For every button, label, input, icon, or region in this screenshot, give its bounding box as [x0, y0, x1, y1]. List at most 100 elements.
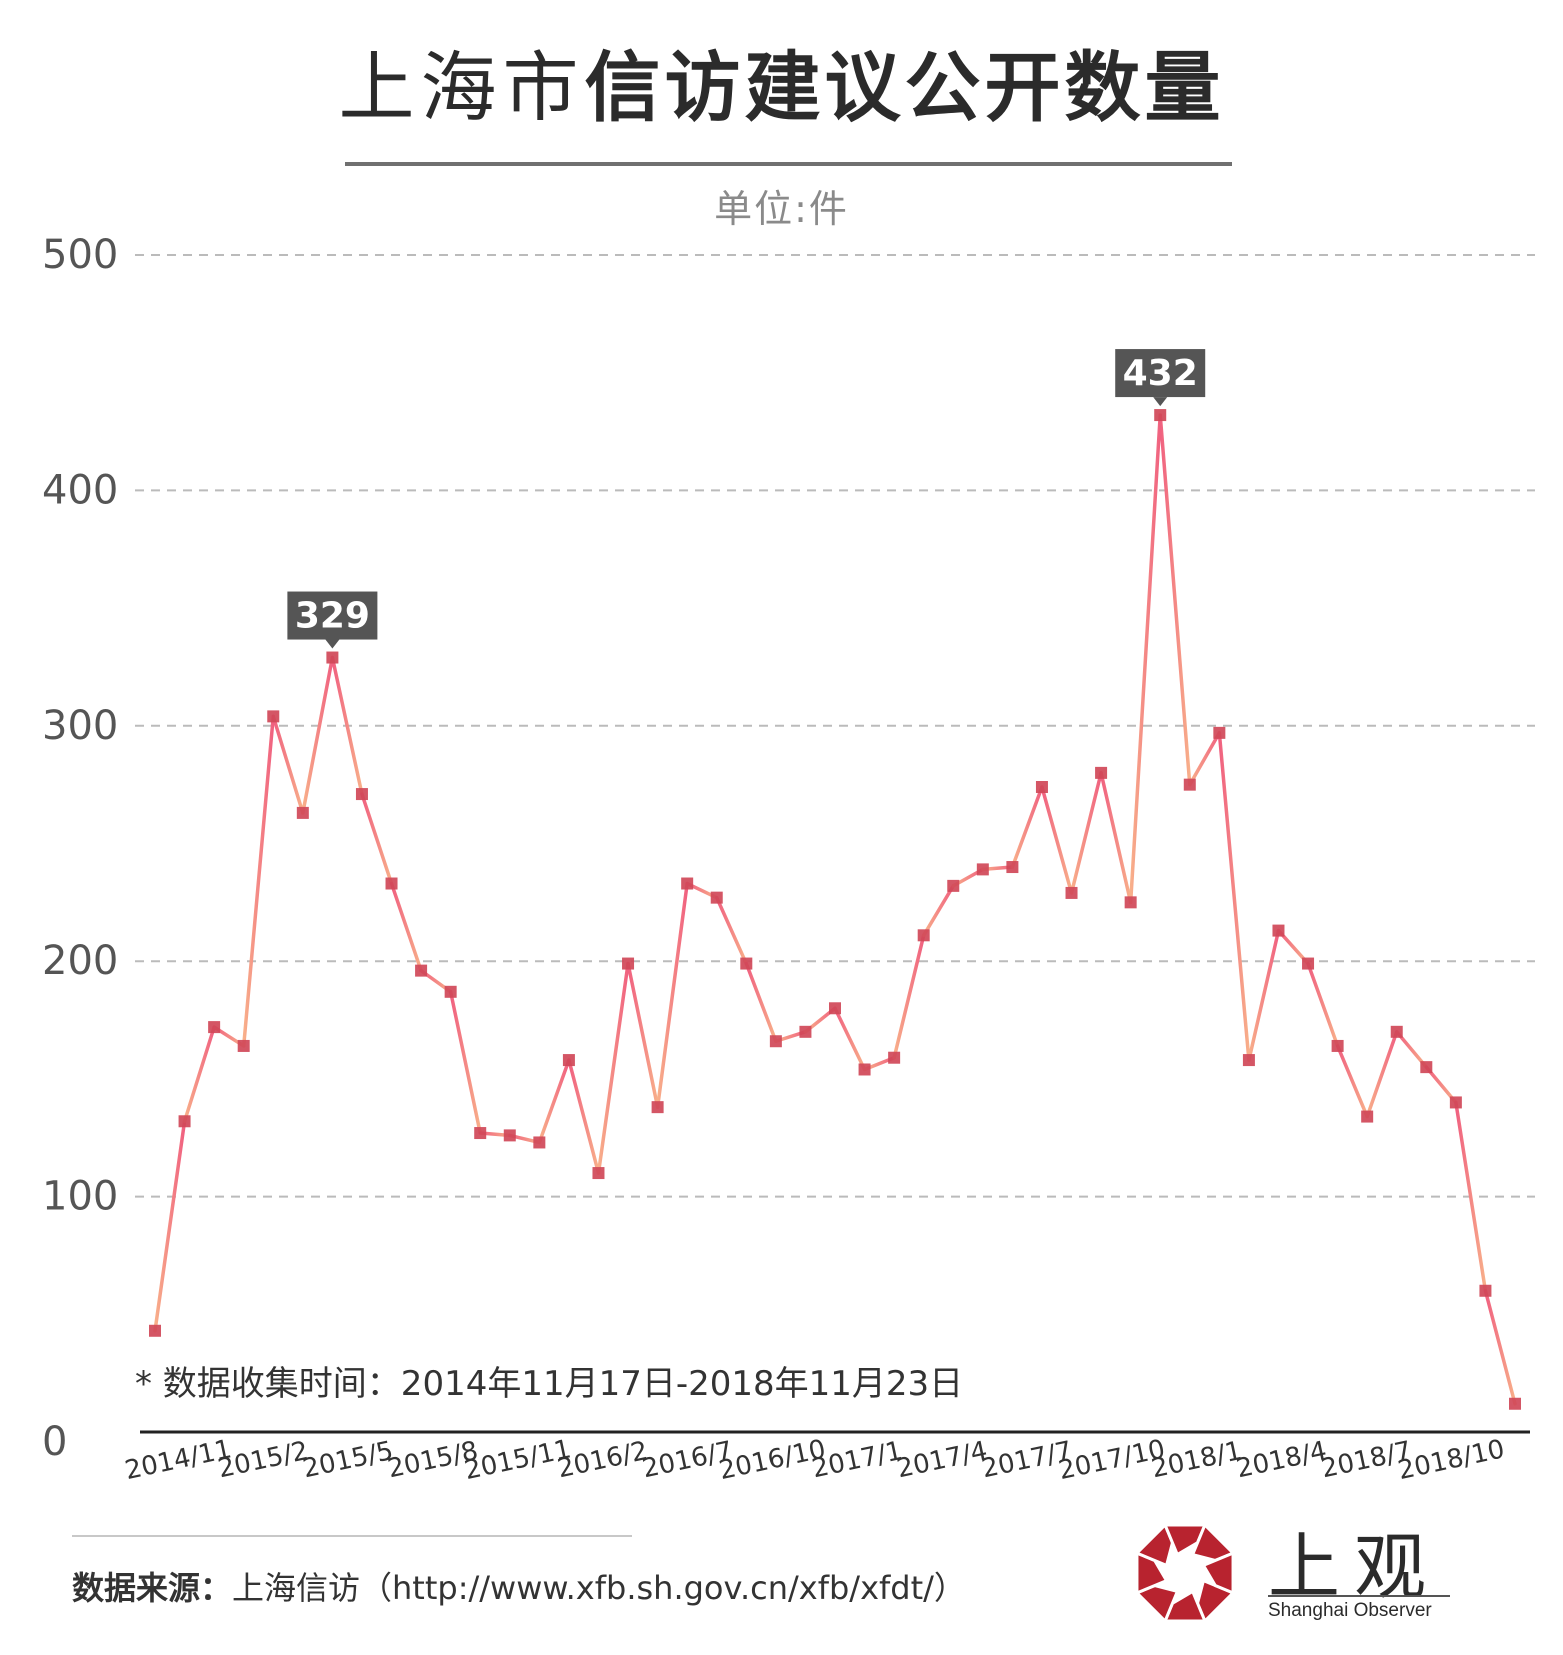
data-point — [769, 1035, 782, 1048]
source-divider — [72, 1535, 632, 1537]
y-tick-label: 500 — [42, 232, 118, 278]
series-segment — [655, 881, 689, 1109]
data-point — [296, 806, 309, 819]
data-point — [799, 1025, 812, 1038]
peak-callouts: 329 432 — [287, 349, 1206, 649]
data-point — [622, 957, 635, 970]
y-tick-label: 400 — [42, 467, 118, 513]
callout-label: 329 — [295, 596, 370, 637]
data-point — [1124, 896, 1137, 909]
series-line — [153, 413, 1517, 1406]
logo-subtitle: Shanghai Observer — [1268, 1600, 1432, 1621]
x-tick-label: 2018/10 — [1395, 1434, 1507, 1486]
data-point — [326, 651, 339, 664]
data-point — [237, 1039, 250, 1052]
data-source-text: 上海信访（http://www.xfb.sh.gov.cn/xfb/xfdt/） — [232, 1569, 966, 1607]
series-segment — [1247, 928, 1281, 1062]
data-point — [976, 863, 989, 876]
data-point — [1035, 781, 1048, 794]
data-point — [829, 1002, 841, 1015]
chart-title-bold: 信访建议公开数量 — [584, 43, 1225, 132]
series-segment — [596, 961, 630, 1175]
series-segment — [301, 655, 335, 815]
data-point — [533, 1136, 546, 1149]
series-segment — [1306, 961, 1340, 1048]
data-point — [178, 1115, 191, 1128]
data-point — [1509, 1397, 1521, 1410]
logo-text: 上观 — [1268, 1525, 1441, 1609]
data-point — [947, 879, 960, 892]
data-point — [740, 957, 753, 970]
y-tick-label: 100 — [42, 1174, 118, 1220]
y-axis: 0 100 200 300 400 500 — [42, 232, 118, 1465]
data-point — [355, 788, 368, 801]
data-point — [651, 1101, 664, 1114]
series-segment — [1040, 785, 1074, 895]
series-segment — [567, 1058, 601, 1175]
chart-title-light: 上海市 — [338, 43, 585, 132]
series-segment — [330, 655, 364, 796]
series-segment — [1365, 1030, 1399, 1119]
data-point — [562, 1054, 575, 1067]
series-segment — [1335, 1044, 1369, 1119]
series-segment — [892, 933, 926, 1060]
data-point — [1095, 766, 1108, 779]
data-point — [1420, 1061, 1433, 1074]
series-segment — [1454, 1100, 1488, 1293]
data-point — [681, 877, 694, 890]
series-segment — [1128, 413, 1162, 905]
data-point — [710, 891, 723, 904]
callout-label: 432 — [1123, 353, 1198, 394]
series-segment — [1069, 771, 1103, 895]
series-segment — [448, 990, 482, 1135]
series-segment — [1010, 785, 1044, 869]
data-point — [149, 1324, 161, 1337]
title-underline — [345, 162, 1232, 166]
series-segment — [1188, 731, 1222, 787]
y-tick-label: 200 — [42, 938, 118, 984]
callout-pointer — [1153, 397, 1168, 407]
series-segment — [241, 714, 276, 1048]
series-segment — [626, 961, 660, 1109]
grid-lines — [135, 254, 1535, 1198]
data-point — [1065, 886, 1078, 899]
logo-segment — [1201, 1550, 1235, 1596]
callout-box — [287, 591, 378, 640]
data-point — [1449, 1096, 1462, 1109]
series-segment — [537, 1058, 571, 1145]
x-tick-label: 2018/4 — [1234, 1436, 1330, 1484]
data-point — [1183, 778, 1196, 791]
x-tick-label: 2017/4 — [894, 1436, 990, 1484]
series-segment — [1483, 1289, 1517, 1406]
x-axis: 2014/112015/22015/52015/82015/112016/220… — [122, 1430, 1530, 1486]
data-point — [444, 985, 457, 998]
series-segment — [360, 792, 394, 886]
data-point — [592, 1167, 605, 1180]
shanghai-observer-logo-icon — [1134, 1522, 1236, 1624]
data-source-label: 数据来源： — [72, 1569, 233, 1607]
chart-title: 上海市信访建议公开数量 — [0, 38, 1563, 138]
data-point — [474, 1127, 487, 1140]
data-point — [385, 877, 398, 890]
series-segment — [744, 961, 778, 1043]
data-point — [267, 710, 280, 723]
data-point — [1331, 1039, 1344, 1052]
data-source: 数据来源：上海信访（http://www.xfb.sh.gov.cn/xfb/x… — [72, 1563, 966, 1609]
series-segment — [1158, 413, 1192, 787]
series-segment — [1099, 771, 1133, 905]
data-point — [503, 1129, 516, 1142]
data-point — [917, 929, 930, 942]
x-tick-label: 2015/5 — [300, 1436, 396, 1484]
series-segment — [1217, 731, 1251, 1062]
series-segment — [153, 1119, 187, 1333]
unit-label: 单位:件 — [714, 187, 849, 231]
data-period-note: * 数据收集时间：2014年11月17日-2018年11月23日 — [135, 1364, 964, 1404]
line-chart: 0 100 200 300 400 500 2014/112015/22015/52015… — [42, 232, 1535, 1486]
callout-pointer — [325, 639, 340, 649]
series-segment — [714, 895, 749, 966]
data-point — [1272, 924, 1285, 937]
data-point — [1302, 957, 1315, 970]
series-segment — [389, 881, 423, 973]
logo-divider — [1268, 1595, 1450, 1597]
data-point — [1242, 1054, 1255, 1067]
